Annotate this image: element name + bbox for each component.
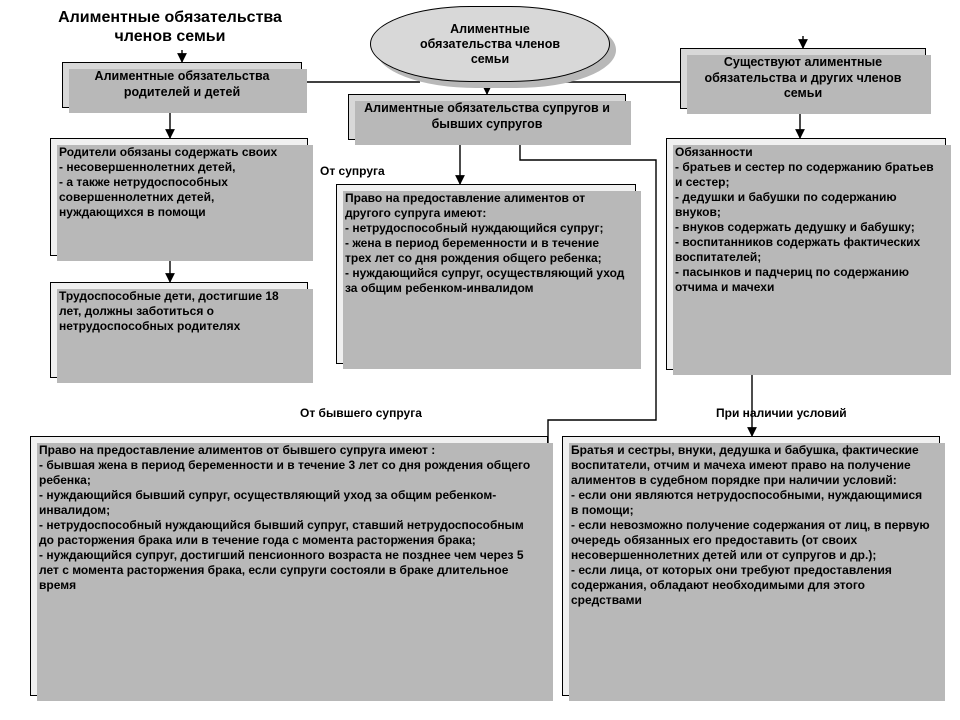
page-title: Алиментные обязательства членов семьи [40,8,300,46]
diagram-canvas: Алиментные обязательства членов семьи Ал… [0,0,960,720]
node-n4: Алиментные обязательства супругов и бывш… [348,94,626,140]
edge-label-1: От бывшего супруга [300,406,422,420]
node-n3: Трудоспособные дети, достигшие 18 лет, д… [50,282,308,378]
node-n5: Право на предоставление алиментов от дру… [336,184,636,364]
node-n1: Алиментные обязательства родителей и дет… [62,62,302,108]
node-n6: Существуют алиментные обязательства и др… [680,48,926,109]
node-n2: Родители обязаны содержать своих - несов… [50,138,308,256]
root-oval: Алиментные обязательства членов семьи [370,6,610,82]
node-n7: Обязанности - братьев и сестер по содерж… [666,138,946,370]
edge-label-0: От супруга [320,164,385,178]
node-n9: Братья и сестры, внуки, дедушка и бабушк… [562,436,940,696]
edge-label-2: При наличии условий [716,406,847,420]
node-n8: Право на предоставление алиментов от быв… [30,436,548,696]
